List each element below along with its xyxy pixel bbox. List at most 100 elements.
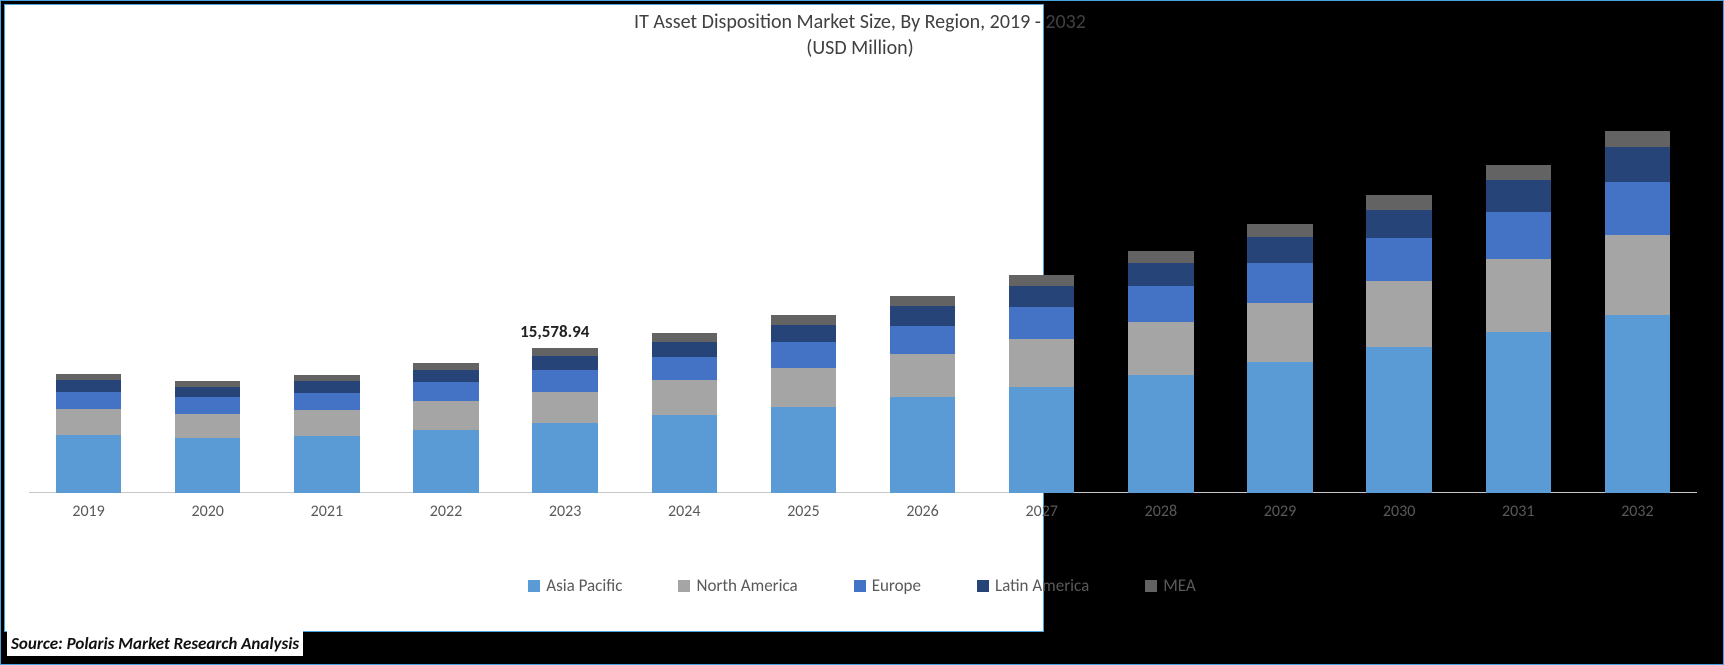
bar-segment-mea [771, 315, 837, 325]
bar-stack [1605, 131, 1671, 493]
bar-segment-latin-america [1128, 263, 1194, 286]
bar-segment-europe [1486, 212, 1552, 260]
chart-plot: 2019202020212022202320242025202620272028… [29, 91, 1697, 493]
bar-segment-latin-america [1366, 210, 1432, 239]
bar-segment-europe [652, 357, 718, 380]
bar-segment-asia-pacific [1009, 387, 1075, 493]
bar-segment-north-america [294, 410, 360, 436]
bar-segment-europe [1009, 307, 1075, 339]
bar-segment-mea [1486, 165, 1552, 180]
bar-segment-mea [890, 296, 956, 307]
bar-segment-latin-america [56, 380, 122, 391]
bar-segment-latin-america [652, 342, 718, 357]
bar-segment-mea [1247, 224, 1313, 237]
bar-segment-asia-pacific [532, 423, 598, 493]
bar-segment-latin-america [1605, 147, 1671, 181]
xaxis-label: 2020 [175, 502, 241, 521]
bar-segment-europe [771, 342, 837, 368]
bar-stack [56, 374, 122, 493]
bar-segment-mea [1605, 131, 1671, 147]
bar-2025: 2025 [771, 315, 837, 493]
legend-item-asia-pacific: Asia Pacific [528, 577, 622, 595]
legend-swatch [854, 580, 866, 592]
bar-2027: 2027 [1009, 275, 1075, 493]
bar-segment-north-america [1128, 322, 1194, 376]
xaxis-label: 2031 [1486, 502, 1552, 521]
bar-segment-asia-pacific [1247, 362, 1313, 493]
bar-segment-north-america [1605, 235, 1671, 315]
bar-segment-latin-america [413, 370, 479, 382]
bar-segment-asia-pacific [413, 430, 479, 493]
bar-2021: 2021 [294, 375, 360, 493]
legend-label: MEA [1163, 575, 1196, 596]
bar-2031: 2031 [1486, 165, 1552, 493]
bar-2023: 2023 [532, 348, 598, 493]
bar-segment-north-america [1366, 281, 1432, 347]
bar-segment-mea [1009, 275, 1075, 286]
bar-segment-latin-america [175, 387, 241, 398]
chart-baseline [29, 492, 1697, 493]
legend-swatch [977, 580, 989, 592]
xaxis-label: 2025 [771, 502, 837, 521]
bar-segment-north-america [771, 368, 837, 407]
bar-2026: 2026 [890, 296, 956, 493]
bar-segment-north-america [413, 401, 479, 430]
bar-2032: 2032 [1605, 131, 1671, 493]
bar-segment-north-america [1009, 339, 1075, 387]
bar-segment-europe [1128, 286, 1194, 321]
bar-stack [413, 363, 479, 493]
bar-segment-asia-pacific [890, 397, 956, 493]
bar-segment-north-america [652, 380, 718, 415]
xaxis-label: 2024 [652, 502, 718, 521]
bar-segment-latin-america [771, 325, 837, 342]
bar-segment-mea [532, 348, 598, 356]
bar-stack [532, 348, 598, 493]
bar-segment-asia-pacific [1366, 347, 1432, 492]
bar-2030: 2030 [1366, 195, 1432, 493]
bar-segment-europe [532, 370, 598, 391]
bar-segment-mea [652, 333, 718, 342]
bar-segment-europe [413, 382, 479, 401]
xaxis-label: 2019 [56, 502, 122, 521]
xaxis-label: 2028 [1128, 502, 1194, 521]
xaxis-label: 2029 [1247, 502, 1313, 521]
chart-container: IT Asset Disposition Market Size, By Reg… [0, 0, 1724, 665]
legend-swatch [528, 580, 540, 592]
bar-segment-north-america [532, 392, 598, 424]
bar-segment-north-america [1247, 303, 1313, 362]
bar-segment-europe [294, 393, 360, 410]
bar-stack [890, 296, 956, 493]
bar-segment-latin-america [1009, 286, 1075, 307]
bar-stack [1486, 165, 1552, 493]
bar-segment-asia-pacific [771, 407, 837, 493]
xaxis-label: 2032 [1605, 502, 1671, 521]
legend-item-latin-america: Latin America [977, 577, 1089, 595]
bar-segment-asia-pacific [1605, 315, 1671, 493]
legend-swatch [678, 580, 690, 592]
bar-stack [1009, 275, 1075, 493]
bar-segment-latin-america [1486, 180, 1552, 212]
bar-stack [1366, 195, 1432, 493]
bar-segment-europe [1247, 263, 1313, 302]
xaxis-label: 2030 [1366, 502, 1432, 521]
bar-segment-mea [1128, 251, 1194, 263]
bar-stack [294, 375, 360, 493]
xaxis-label: 2026 [890, 502, 956, 521]
bar-segment-europe [175, 397, 241, 413]
bar-segment-latin-america [532, 356, 598, 370]
bar-stack [1247, 224, 1313, 493]
bar-stack [771, 315, 837, 493]
legend-swatch [1145, 580, 1157, 592]
legend-label: North America [696, 575, 797, 596]
bar-segment-north-america [890, 354, 956, 397]
legend-label: Latin America [995, 575, 1089, 596]
bar-segment-latin-america [294, 381, 360, 392]
bar-segment-latin-america [890, 306, 956, 325]
bar-segment-asia-pacific [56, 435, 122, 493]
bar-2019: 2019 [56, 374, 122, 493]
bar-stack [652, 333, 718, 493]
xaxis-label: 2022 [413, 502, 479, 521]
xaxis-label: 2023 [532, 502, 598, 521]
bar-2024: 2024 [652, 333, 718, 493]
bar-stack [1128, 251, 1194, 493]
